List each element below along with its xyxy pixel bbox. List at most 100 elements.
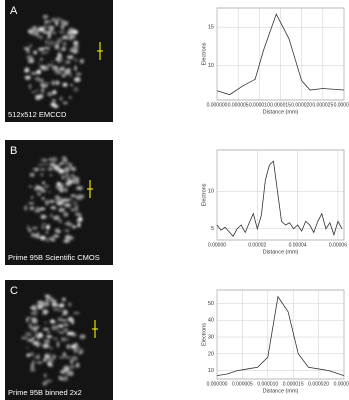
blob [59,303,65,308]
image-background [5,280,113,400]
blob [57,324,64,327]
blob [62,42,67,46]
blob [66,55,74,60]
blob [71,208,74,212]
y-tick-label: 40 [208,318,214,324]
blob [44,20,52,23]
blob [69,180,74,184]
blob [26,346,29,349]
x-tick-label: 0.000010 [257,381,278,387]
blob [79,334,86,340]
blob [42,64,45,71]
plot-area [216,149,345,241]
blob [69,364,75,369]
blob [58,187,65,193]
blob [65,68,73,71]
blob [59,326,64,329]
micrograph: C Prime 95B binned 2x2 [5,280,113,400]
blob [73,40,79,46]
blob [61,26,64,30]
blob [68,166,76,169]
blob [65,61,71,63]
blob [75,362,80,368]
blob [44,321,48,325]
blob [74,65,77,71]
blob [45,39,48,45]
x-tick-label: 0.000010 [249,102,270,108]
blob [70,194,76,198]
x-tick-label: 0.000030 [334,102,349,108]
blob [49,162,56,167]
blob [24,75,31,80]
blob [73,86,79,92]
blob [31,33,38,36]
panel-label: C [10,285,18,297]
blob [49,174,53,176]
blob [26,317,29,323]
blob [69,35,76,39]
blob [70,83,73,87]
blob [36,236,43,239]
blob [73,349,78,353]
blob [47,45,50,51]
blob [51,302,56,308]
blob [43,30,51,35]
blob [75,180,80,185]
blob [73,311,80,315]
blob [65,356,71,359]
blob [75,72,82,76]
blob [74,44,79,49]
x-tick-label: 0.000020 [308,381,329,387]
blob [37,191,41,196]
blob [56,324,59,330]
blob [71,319,74,325]
blob [31,91,36,94]
blob [44,373,47,378]
blob [28,202,35,205]
blob [36,361,43,364]
blob [59,66,65,72]
blob [57,317,63,322]
blob [66,162,70,166]
blob [56,341,60,345]
blob [36,354,40,360]
blob [68,33,73,37]
blob [50,206,56,209]
blob [57,17,61,22]
blob [37,300,44,304]
specimen [23,14,85,109]
x-tick-label: 0.00004 [289,242,307,248]
blob [68,370,74,377]
blob [63,239,70,243]
blob [56,230,62,233]
x-tick-label: 0.00002 [248,242,266,248]
blob [69,96,72,99]
blob [54,44,60,50]
blob [79,348,84,353]
blob [60,337,67,342]
blob [32,341,38,345]
specimen [24,155,85,243]
blob [29,83,32,90]
blob [58,309,63,312]
blob [44,82,49,86]
blob [46,358,54,364]
blob [40,83,45,88]
blob [66,229,70,233]
blob [36,344,39,348]
blob [69,162,72,168]
y-tick-label: 15 [208,25,214,31]
blob [51,157,58,162]
blob [51,328,56,331]
blob [38,26,45,32]
panel-caption: Prime 95B binned 2x2 [8,388,82,397]
blob [40,81,46,84]
blob [74,206,79,212]
panel-caption: Prime 95B Scientific CMOS [8,253,100,262]
blob [59,55,62,59]
blob [73,58,79,62]
blob [40,173,44,177]
blob [29,206,35,211]
blob [43,301,50,307]
